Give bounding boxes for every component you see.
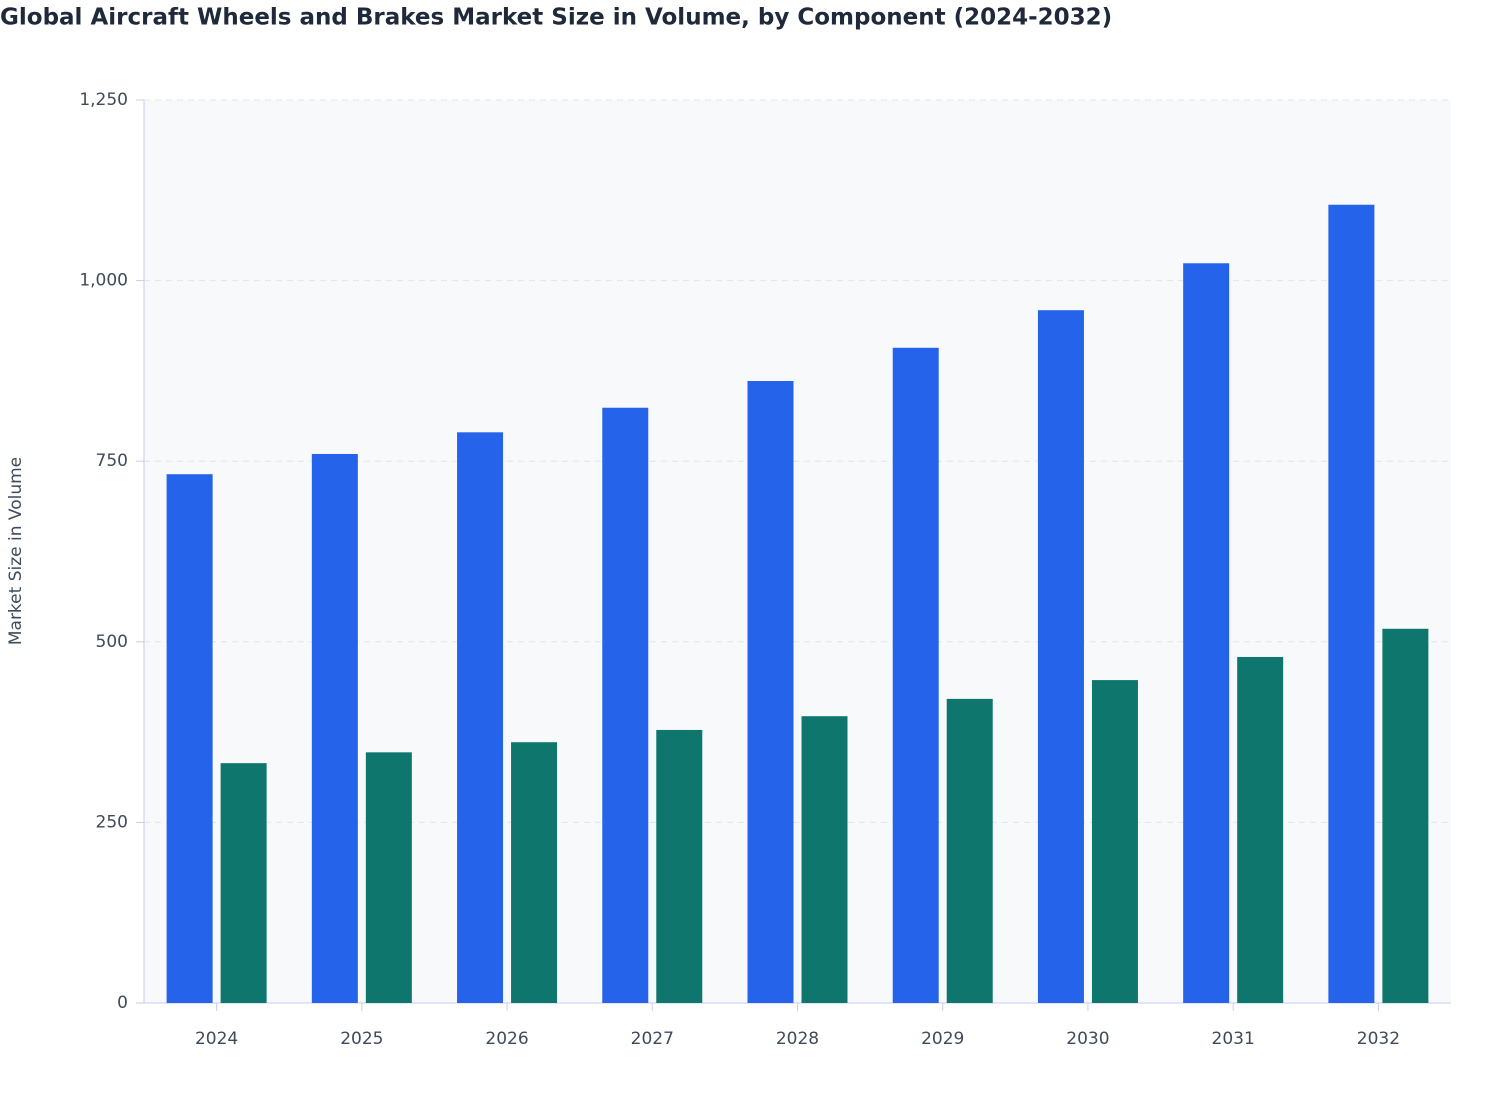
bar xyxy=(166,474,213,1003)
bar xyxy=(656,729,703,1003)
bar xyxy=(1237,656,1284,1003)
bar xyxy=(1037,310,1084,1004)
y-tick-label: 0 xyxy=(117,993,128,1013)
bar xyxy=(801,716,848,1003)
bar xyxy=(1091,680,1138,1003)
bar xyxy=(365,752,412,1003)
y-tick-label: 500 xyxy=(96,632,128,652)
x-tick-label: 2028 xyxy=(776,1029,819,1049)
x-tick-label: 2025 xyxy=(340,1029,383,1049)
bar xyxy=(457,432,504,1004)
chart-title: Global Aircraft Wheels and Brakes Market… xyxy=(0,5,1112,31)
bar xyxy=(1183,263,1230,1003)
x-tick-label: 2029 xyxy=(921,1029,964,1049)
x-tick-label: 2027 xyxy=(631,1029,674,1049)
y-tick-label: 1,000 xyxy=(79,271,128,291)
plot-area xyxy=(144,100,1451,1003)
bar xyxy=(946,698,993,1003)
x-tick-label: 2032 xyxy=(1357,1029,1400,1049)
y-axis-label: Market Size in Volume xyxy=(6,457,26,645)
bar xyxy=(892,347,939,1003)
y-tick-label: 1,250 xyxy=(79,90,128,110)
bar xyxy=(220,763,267,1003)
bar xyxy=(602,407,649,1003)
bar xyxy=(511,742,558,1003)
bar xyxy=(1328,204,1375,1004)
y-tick-label: 250 xyxy=(96,812,128,832)
x-tick-label: 2024 xyxy=(195,1029,238,1049)
x-tick-label: 2031 xyxy=(1212,1029,1255,1049)
x-tick-label: 2030 xyxy=(1066,1029,1109,1049)
bar xyxy=(747,381,794,1003)
bar xyxy=(1382,628,1429,1003)
y-tick-label: 750 xyxy=(96,451,128,471)
bar xyxy=(311,453,358,1003)
x-tick-label: 2026 xyxy=(485,1029,528,1049)
